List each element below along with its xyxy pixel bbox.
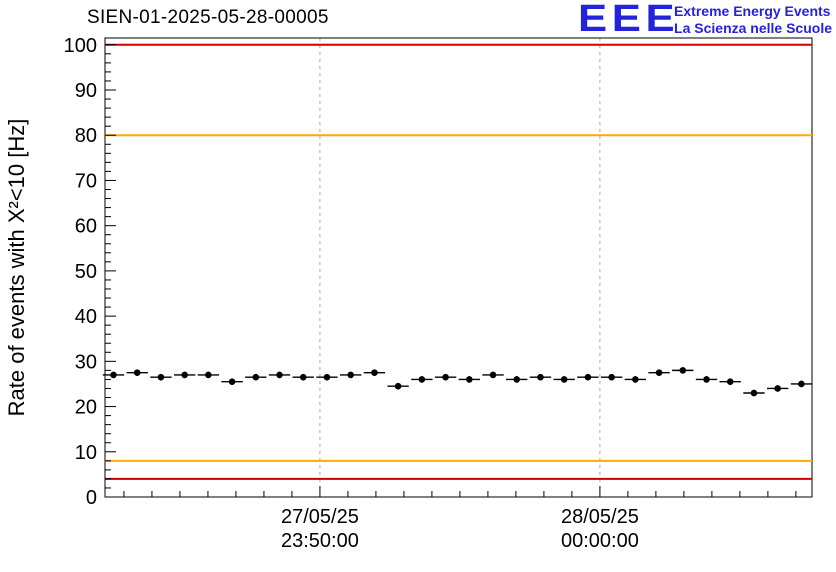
data-point: [750, 389, 758, 397]
y-tick-label: 60: [75, 216, 97, 238]
plot-frame: [104, 37, 813, 498]
y-tick-label: 100: [64, 35, 97, 57]
data-point: [323, 373, 331, 381]
data-point: [584, 373, 592, 381]
data-point: [276, 371, 283, 379]
data-point: [252, 373, 260, 381]
plot-title: SIEN-01-2025-05-28-00005: [87, 7, 329, 28]
y-tick-label: 30: [75, 351, 97, 373]
x-tick-label-time: 23:50:00: [281, 530, 359, 552]
y-tick-label: 0: [86, 487, 97, 509]
data-point: [110, 371, 117, 379]
data-point: [133, 369, 141, 376]
data-point: [489, 371, 497, 379]
logo-line1: Extreme Energy Events: [674, 3, 831, 19]
data-point: [537, 373, 544, 381]
data-point: [513, 376, 521, 383]
data-point: [228, 378, 236, 385]
data-point: [371, 369, 378, 376]
data-point: [726, 378, 734, 385]
data-point: [418, 376, 426, 383]
logo-line2: La Scienza nelle Scuole: [674, 20, 832, 36]
data-point: [181, 371, 188, 379]
y-tick-label: 10: [75, 442, 97, 464]
eee-logo-acronym: EEE: [578, 0, 680, 40]
data-point: [394, 382, 402, 390]
data-point: [798, 380, 805, 388]
data-point: [466, 376, 473, 383]
data-point: [703, 376, 710, 383]
eee-logo-text: Extreme Energy Events La Scienza nelle S…: [674, 2, 832, 37]
data-point: [655, 369, 663, 376]
data-point: [774, 385, 781, 392]
data-point: [347, 371, 354, 379]
data-point: [205, 371, 212, 379]
data-point: [632, 376, 639, 383]
data-point: [679, 367, 687, 374]
y-tick-label: 70: [75, 170, 97, 192]
y-tick-label: 90: [75, 80, 97, 102]
y-tick-label: 80: [75, 125, 97, 147]
x-tick-label-time: 00:00:00: [561, 530, 639, 552]
data-point: [442, 373, 449, 381]
y-tick-label: 40: [75, 306, 97, 328]
y-tick-label: 20: [75, 397, 97, 419]
eee-logo: EEE Extreme Energy Events La Scienza nel…: [578, 0, 832, 40]
data-point: [608, 373, 615, 381]
data-point: [157, 373, 165, 381]
data-point: [299, 373, 307, 381]
y-axis-title: Rate of events with X²<10 [Hz]: [4, 119, 29, 417]
data-point: [560, 376, 568, 383]
y-tick-label: 50: [75, 261, 97, 283]
x-tick-label-date: 27/05/25: [281, 506, 359, 528]
x-tick-label-date: 28/05/25: [561, 506, 639, 528]
